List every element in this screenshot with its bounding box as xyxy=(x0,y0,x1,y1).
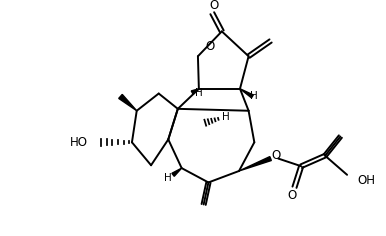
Text: HO: HO xyxy=(70,136,88,149)
Text: H: H xyxy=(195,88,203,97)
Text: H: H xyxy=(222,112,230,122)
Text: H: H xyxy=(251,91,258,101)
Polygon shape xyxy=(240,89,253,98)
Polygon shape xyxy=(119,94,137,111)
Polygon shape xyxy=(191,89,199,94)
Text: O: O xyxy=(287,189,296,202)
Text: O: O xyxy=(206,40,215,53)
Text: O: O xyxy=(272,149,281,162)
Text: OH: OH xyxy=(357,174,376,187)
Polygon shape xyxy=(239,157,271,171)
Text: O: O xyxy=(210,0,219,12)
Polygon shape xyxy=(172,168,182,176)
Text: H: H xyxy=(164,173,172,183)
